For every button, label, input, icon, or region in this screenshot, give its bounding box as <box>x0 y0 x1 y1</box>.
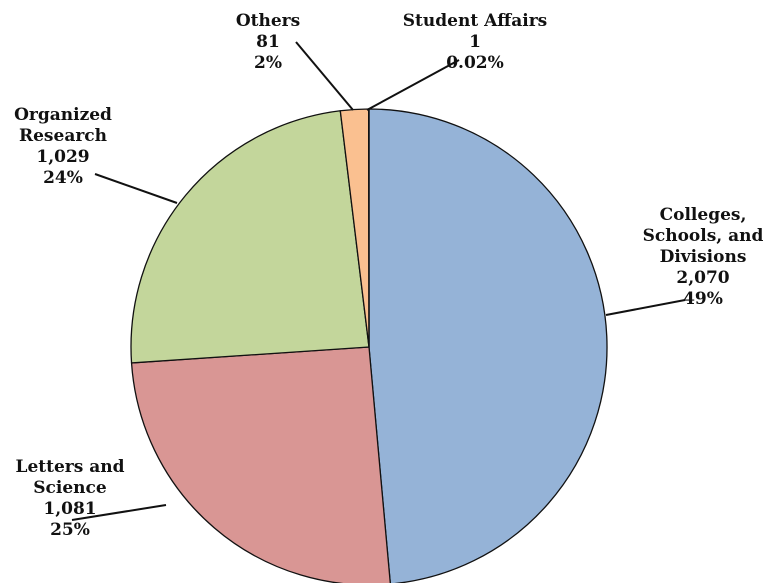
data-label-value-text: 1,081 <box>43 499 96 519</box>
data-label-value-text: 2,070 <box>676 268 729 288</box>
data-label-percent-text: 0.02% <box>446 53 504 73</box>
data-label-value-text: 1 <box>469 32 481 52</box>
leader-line-colleges-schools-and-divisions <box>606 300 685 315</box>
data-label-percent-text: 49% <box>683 289 723 309</box>
data-label-category-text: Organized <box>14 105 112 125</box>
slices-layer <box>131 109 607 583</box>
data-label-category-text: Student Affairs <box>403 11 547 31</box>
pie-slice-letters-and-science <box>132 347 391 583</box>
data-label-category-text: Colleges, <box>660 205 747 225</box>
data-label-category-text: Research <box>19 126 107 146</box>
leader-line-student-affairs <box>367 60 459 110</box>
data-label-percent-text: 24% <box>43 168 83 188</box>
pie-slice-colleges-schools-and-divisions <box>369 109 607 583</box>
data-label-percent-text: 2% <box>254 53 282 73</box>
data-label-value-text: 81 <box>256 32 280 52</box>
data-label-percent-text: 25% <box>50 520 90 540</box>
data-label-category-text: Others <box>236 11 300 31</box>
data-label-value-text: 1,029 <box>36 147 89 167</box>
data-label-category-text: Science <box>33 478 107 498</box>
data-label-category-text: Divisions <box>660 247 747 267</box>
data-label-category-text: Letters and <box>16 457 125 477</box>
pie-slice-organized-research <box>131 111 369 363</box>
leader-line-others <box>296 42 353 110</box>
data-label-category-text: Schools, and <box>643 226 764 246</box>
leader-line-organized-research <box>95 174 177 203</box>
